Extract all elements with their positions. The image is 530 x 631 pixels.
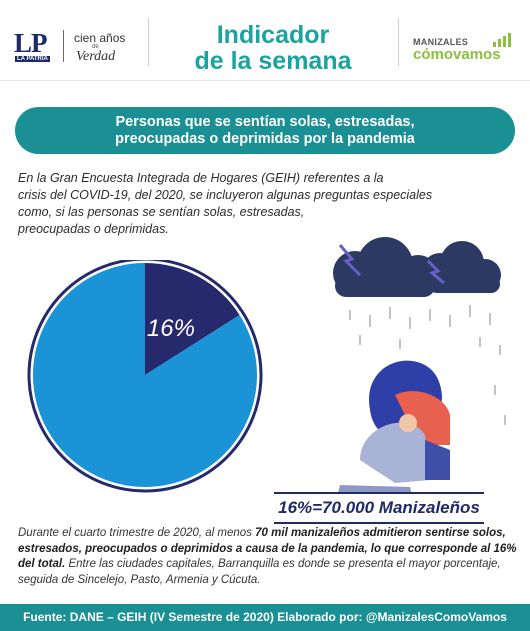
banner-line-2: preocupadas o deprimidas por la pandemia [115,130,415,147]
outro-text-1: Durante el cuarto trimestre de 2020, al … [18,527,256,539]
lightning-icon [426,259,445,285]
header: LP LA PATRIA cien años de Verdad Indicad… [0,0,530,81]
la-patria-logo: LP [14,28,48,58]
subtitle-banner: Personas que se sentían solas, estresada… [15,107,515,154]
person-figure [338,360,450,495]
footer-source: Fuente: DANE – GEIH (IV Semestre de 2020… [0,604,530,631]
header-divider-left [148,18,149,66]
la-patria-logo-sub: LA PATRIA [15,56,50,62]
page-title: Indicador de la semana [160,22,386,74]
verdad-text: Verdad [76,49,116,64]
banner-line-1: Personas que se sentían solas, estresada… [115,113,415,130]
header-divider-right [398,18,399,66]
cloud-icon [333,237,501,297]
pie-slice-1 [33,263,258,487]
outro-bold-text: 70 mil manizaleños admitieron sentirse s… [18,527,517,570]
pie-chart: 16% [27,260,263,493]
de-text: de [92,44,99,50]
outro-paragraph: Durante el cuarto trimestre de 2020, al … [18,526,518,588]
brand-top-text: MANIZALES [413,37,469,47]
pie-slice-label-0: 16% [147,315,195,342]
intro-paragraph: En la Gran Encuesta Integrada de Hogares… [18,170,508,238]
intro-line-3: como, si las personas se sentían solas, … [18,205,305,219]
logo-divider [63,30,64,62]
intro-line-1: En la Gran Encuesta Integrada de Hogares… [18,171,384,185]
title-line-1: Indicador [216,21,330,49]
lightning-icon [338,244,362,277]
pie-slice-0 [145,263,240,375]
title-line-2: de la semana [194,47,352,75]
outro-text-2: Entre las ciudades capitales, Barranquil… [18,558,501,586]
intro-line-2: crisis del COVID-19, del 2020, se incluy… [18,188,433,202]
result-label: 16%=70.000 Manizaleños [274,492,484,524]
cien-anos-text: cien años [74,31,126,45]
rain-icon [349,305,506,425]
sad-person-illustration [333,237,506,495]
intro-line-4: preocupadas o deprimidas. [18,222,169,236]
bar-chart-icon [493,33,511,47]
brand-bottom-text: cómovamos [413,46,501,63]
